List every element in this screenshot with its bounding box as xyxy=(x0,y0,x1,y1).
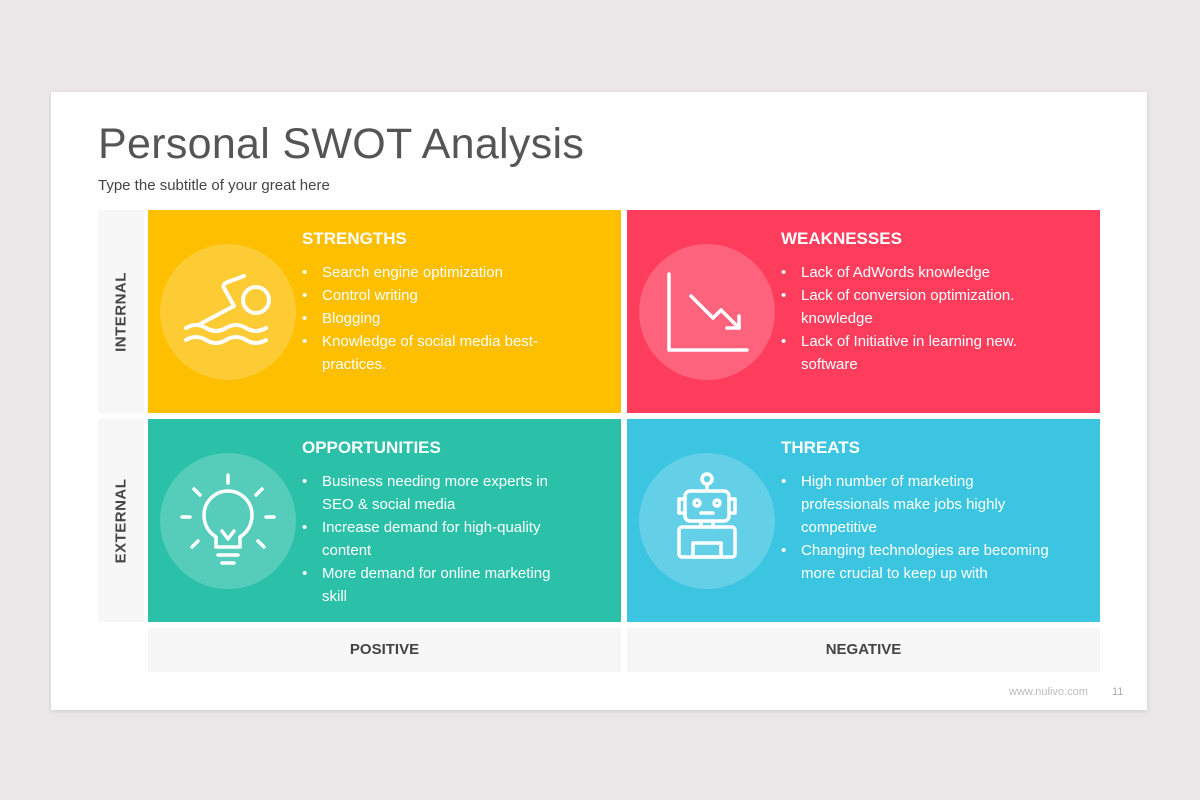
list-item: Blogging xyxy=(302,307,572,330)
page-subtitle: Type the subtitle of your great here xyxy=(98,177,330,194)
list-item: Knowledge of social media best-practices… xyxy=(302,330,572,376)
list-item: Lack of AdWords knowledge xyxy=(781,261,1051,284)
page-number: 11 xyxy=(1112,686,1124,698)
list-item: Changing technologies are becoming more … xyxy=(781,539,1051,585)
quadrant-weaknesses: WEAKNESSES Lack of AdWords knowledge Lac… xyxy=(627,210,1100,413)
list-item: Business needing more experts in SEO & s… xyxy=(302,470,572,516)
page-title: Personal SWOT Analysis xyxy=(98,120,585,168)
list-item: Lack of Initiative in learning new. soft… xyxy=(781,330,1051,376)
list-item: Increase demand for high-quality content xyxy=(302,516,572,562)
quadrant-title: OPPORTUNITIES xyxy=(302,438,441,457)
robot-icon xyxy=(639,453,775,589)
footer-website: www.nulivo.com xyxy=(1009,686,1088,698)
quadrant-list: Search engine optimization Control writi… xyxy=(302,261,572,376)
quadrant-list: Business needing more experts in SEO & s… xyxy=(302,470,572,608)
list-item: Lack of conversion optimization. knowled… xyxy=(781,284,1051,330)
quadrant-list: Lack of AdWords knowledge Lack of conver… xyxy=(781,261,1051,376)
quadrant-title: WEAKNESSES xyxy=(781,229,902,248)
row-label-text: EXTERNAL xyxy=(112,478,130,563)
quadrant-title: THREATS xyxy=(781,438,861,457)
row-label-internal: INTERNAL xyxy=(98,210,144,413)
list-item: Control writing xyxy=(302,284,572,307)
quadrant-strengths: STRENGTHS Search engine optimization Con… xyxy=(148,210,621,413)
list-item: More demand for online marketing skill xyxy=(302,562,572,608)
quadrant-title: STRENGTHS xyxy=(302,229,407,248)
list-item: High number of marketing professionals m… xyxy=(781,470,1051,539)
column-label-negative: NEGATIVE xyxy=(627,628,1100,672)
row-label-text: INTERNAL xyxy=(112,271,130,352)
quadrant-list: High number of marketing professionals m… xyxy=(781,470,1051,585)
row-label-external: EXTERNAL xyxy=(98,419,144,622)
lightbulb-icon xyxy=(160,453,296,589)
column-label-positive: POSITIVE xyxy=(148,628,621,672)
quadrant-opportunities: OPPORTUNITIES Business needing more expe… xyxy=(148,419,621,622)
list-item: Search engine optimization xyxy=(302,261,572,284)
declining-chart-icon xyxy=(639,244,775,380)
swimmer-icon xyxy=(160,244,296,380)
quadrant-threats: THREATS High number of marketing profess… xyxy=(627,419,1100,622)
